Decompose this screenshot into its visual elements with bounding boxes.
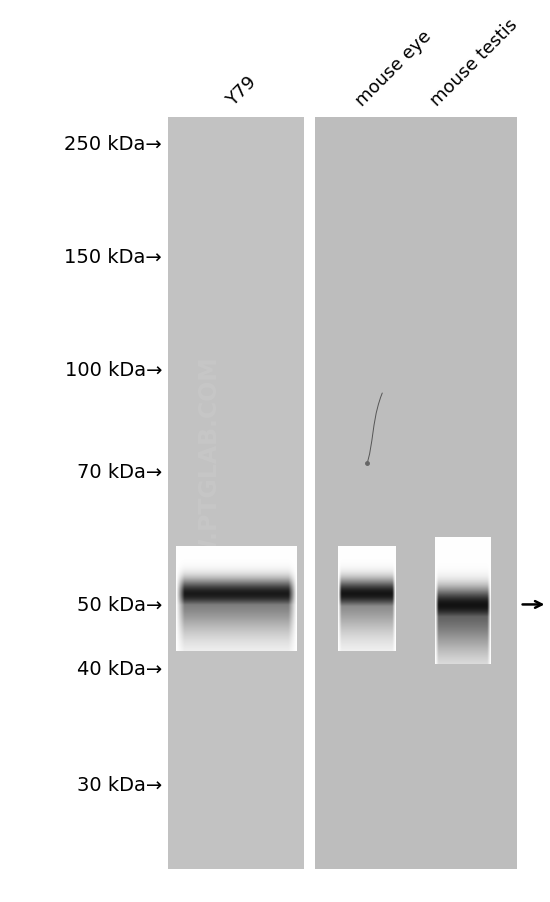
Text: 100 kDa→: 100 kDa→ <box>65 361 162 380</box>
Bar <box>168 118 304 869</box>
Text: 70 kDa→: 70 kDa→ <box>77 463 162 482</box>
Text: 30 kDa→: 30 kDa→ <box>77 775 162 794</box>
Text: WWW.PTGLAB.COM: WWW.PTGLAB.COM <box>197 355 221 614</box>
Text: Y79: Y79 <box>223 73 260 109</box>
Text: 50 kDa→: 50 kDa→ <box>77 595 162 614</box>
Text: 250 kDa→: 250 kDa→ <box>64 134 162 153</box>
Text: mouse testis: mouse testis <box>427 15 521 109</box>
Bar <box>315 118 517 869</box>
Text: 40 kDa→: 40 kDa→ <box>77 659 162 678</box>
Text: 150 kDa→: 150 kDa→ <box>64 248 162 267</box>
Text: mouse eye: mouse eye <box>353 27 435 109</box>
